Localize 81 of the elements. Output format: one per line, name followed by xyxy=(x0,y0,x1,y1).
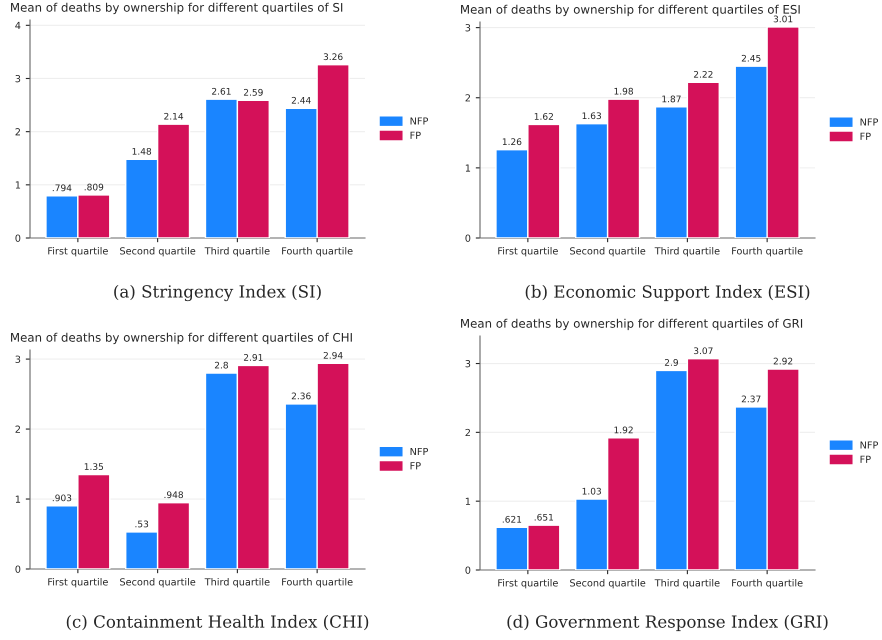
data-label: 2.61 xyxy=(212,88,231,95)
x-tick-label: Fourth quartile xyxy=(732,579,803,588)
data-label: 2.92 xyxy=(774,358,792,365)
data-label: 1.98 xyxy=(614,88,634,95)
y-tick-label: 3 xyxy=(466,360,470,368)
y-tick-label: 0 xyxy=(465,234,470,242)
legend-label: FP xyxy=(860,132,871,140)
legend-label: FP xyxy=(860,456,871,463)
legend-label: NFP xyxy=(860,441,878,449)
data-label: 1.87 xyxy=(662,96,681,102)
y-tick-label: 0 xyxy=(15,234,20,242)
data-label: .809 xyxy=(84,184,104,190)
text: (b) Economic Support Index (ESI) xyxy=(526,284,810,302)
data-label: .621 xyxy=(502,516,522,523)
data-label: 1.03 xyxy=(582,488,601,495)
y-tick-label: 1 xyxy=(466,164,470,172)
data-label: 2.59 xyxy=(244,88,263,96)
data-label: 2.8 xyxy=(214,362,228,369)
x-tick-label: Second quartile xyxy=(120,578,196,588)
data-label: 1.92 xyxy=(614,426,633,434)
data-label: .651 xyxy=(534,514,554,521)
chart-title: Mean of deaths by ownership for different quartiles of ESI xyxy=(461,4,800,16)
data-label: 2.37 xyxy=(742,396,760,402)
data-label: 1.35 xyxy=(84,463,104,470)
data-label: 2.44 xyxy=(292,96,311,104)
data-label: 2.94 xyxy=(324,352,343,359)
y-tick-label: 2 xyxy=(16,128,20,136)
y-tick-label: 0 xyxy=(465,566,470,574)
data-label: .948 xyxy=(164,491,184,498)
text: (a) Stringency Index (SI) xyxy=(114,284,321,302)
data-label: 2.91 xyxy=(244,354,263,361)
data-label: 1.48 xyxy=(132,148,152,155)
data-label: .903 xyxy=(52,494,72,502)
x-tick-label: Second quartile xyxy=(570,579,646,588)
y-tick-label: 2 xyxy=(466,94,470,102)
chart-title: Mean of deaths by ownership for different quartiles of CHI xyxy=(11,332,352,344)
data-label: 2.36 xyxy=(292,392,311,400)
x-tick-label: First quartile xyxy=(498,579,558,588)
x-tick-label: Fourth quartile xyxy=(282,247,353,256)
chart-title: Mean of deaths by ownership for different quartiles of SI xyxy=(11,2,342,14)
data-label: 2.45 xyxy=(742,54,760,62)
data-label: .794 xyxy=(52,184,72,192)
data-label: 3.07 xyxy=(694,347,713,354)
legend-label: NFP xyxy=(410,448,428,456)
data-label: 2.9 xyxy=(664,359,678,366)
x-tick-label: Third quartile xyxy=(654,579,720,588)
y-tick-label: 4 xyxy=(15,22,20,30)
x-tick-label: Fourth quartile xyxy=(732,247,803,256)
x-tick-label: First quartile xyxy=(48,578,108,588)
legend-label: NFP xyxy=(860,118,878,126)
legend-label: NFP xyxy=(410,117,428,125)
x-tick-label: Third quartile xyxy=(204,247,270,256)
legend-label: FP xyxy=(410,132,421,139)
data-label: 1.26 xyxy=(502,138,522,146)
data-label: 1.63 xyxy=(582,112,601,120)
chart-title: Mean of deaths by ownership for different quartiles of GRI xyxy=(461,318,802,330)
y-tick-label: 0 xyxy=(15,565,20,573)
y-tick-label: 2 xyxy=(466,428,470,436)
text: (d) Government Response Index (GRI) xyxy=(507,614,828,632)
data-label: 2.22 xyxy=(694,70,712,78)
x-tick-label: Second quartile xyxy=(570,247,646,256)
y-tick-label: 3 xyxy=(16,356,20,363)
x-tick-label: First quartile xyxy=(498,247,558,256)
x-tick-label: First quartile xyxy=(48,247,108,256)
y-tick-label: 1 xyxy=(466,498,470,505)
legend-label: FP xyxy=(410,462,421,470)
y-tick-label: 1 xyxy=(16,496,20,503)
data-label: .53 xyxy=(135,520,148,528)
text: (c) Containment Health Index (CHI) xyxy=(66,614,368,630)
x-tick-label: Third quartile xyxy=(654,247,720,256)
x-tick-label: Fourth quartile xyxy=(282,578,353,588)
data-label: 3.01 xyxy=(774,16,792,22)
y-tick-label: 1 xyxy=(16,181,20,189)
y-tick-label: 2 xyxy=(16,426,20,433)
y-tick-label: 3 xyxy=(16,74,20,82)
data-label: 2.14 xyxy=(164,112,184,120)
data-label: 3.26 xyxy=(324,53,343,60)
y-tick-label: 3 xyxy=(466,24,470,32)
x-tick-label: Second quartile xyxy=(120,247,196,256)
data-label: 1.62 xyxy=(534,113,553,120)
x-tick-label: Third quartile xyxy=(204,578,270,588)
